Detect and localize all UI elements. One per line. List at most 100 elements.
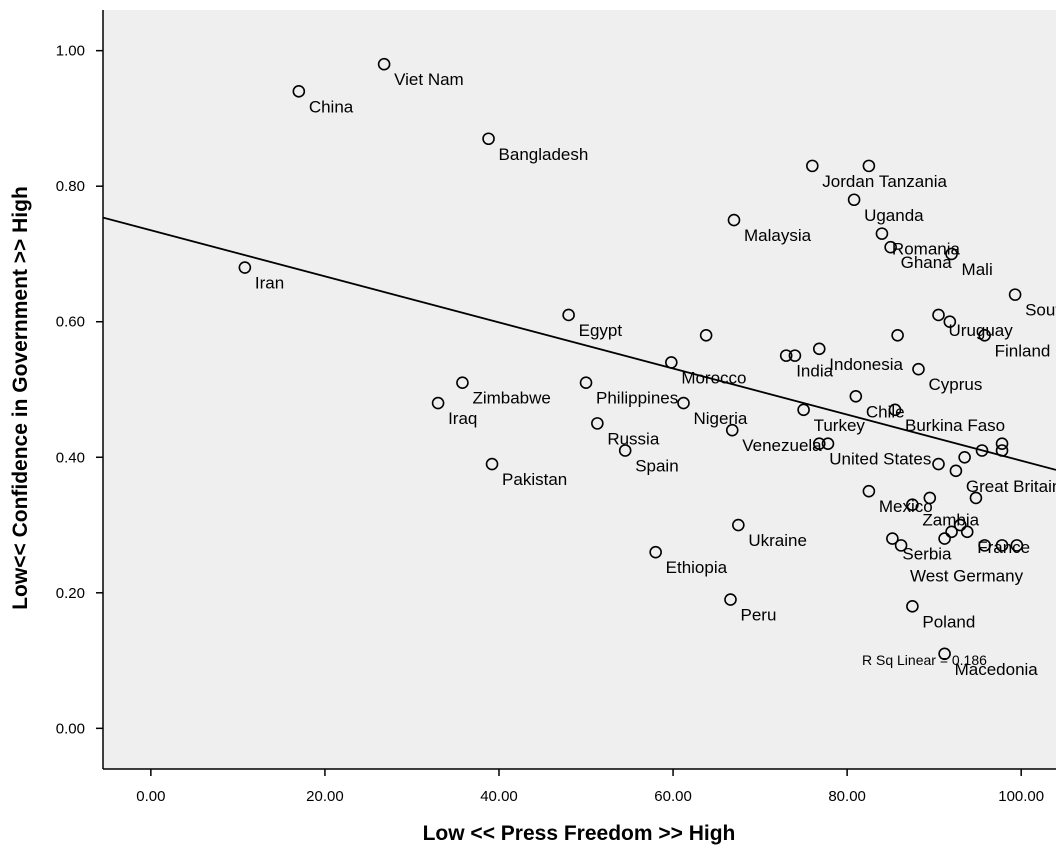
data-point: [884, 240, 897, 254]
data-point: [862, 484, 876, 498]
data-point: [699, 328, 713, 342]
point-label: Romania: [892, 240, 961, 259]
point-label: Bangladesh: [499, 145, 589, 164]
data-point: [485, 457, 499, 471]
data-point: [727, 213, 741, 227]
data-point: [912, 362, 925, 376]
y-axis-title: Low<< Confidence in Government >> High: [9, 186, 32, 610]
y-tick-label: 0.00: [56, 720, 85, 737]
data-point: [960, 525, 974, 539]
data-point: [862, 159, 876, 173]
data-point: [806, 159, 819, 173]
point-label: India: [796, 362, 833, 381]
data-point: [456, 376, 469, 390]
data-point: [945, 525, 958, 539]
point-label: Jordan: [822, 172, 874, 191]
y-tick-label: 0.60: [56, 314, 85, 331]
data-point: [938, 647, 951, 661]
point-label: Serbia: [902, 545, 952, 564]
data-point: [797, 403, 810, 417]
r-squared-label: R Sq Linear = 0.186: [862, 652, 987, 668]
x-tick-label: 20.00: [306, 788, 344, 805]
x-tick-label: 100.00: [998, 788, 1044, 805]
x-tick-label: 40.00: [480, 788, 518, 805]
data-point: [938, 532, 951, 545]
point-label: Zimbabwe: [472, 389, 550, 408]
point-label: Viet Nam: [394, 70, 464, 89]
data-point: [779, 349, 793, 362]
point-label: China: [309, 97, 354, 116]
data-point: [1010, 539, 1024, 552]
data-point: [975, 444, 989, 457]
x-tick-label: 60.00: [654, 788, 692, 805]
point-label: Chile: [866, 402, 905, 421]
data-point: [431, 396, 445, 410]
plot-area: [103, 10, 1056, 769]
data-point: [649, 545, 662, 559]
x-tick-label: 80.00: [828, 788, 866, 805]
data-point: [591, 417, 604, 430]
point-label: United States: [829, 450, 931, 469]
point-label: Peru: [741, 606, 777, 625]
data-point: [958, 450, 971, 464]
data-point: [886, 532, 899, 545]
point-label: Malaysia: [744, 226, 812, 245]
point-label: Tanzania: [879, 172, 948, 191]
data-point: [579, 376, 593, 390]
point-label: Indonesia: [829, 355, 903, 374]
data-point: [995, 437, 1009, 451]
data-point: [677, 396, 690, 410]
data-point: [891, 328, 904, 342]
data-point: [562, 308, 575, 322]
data-point: [847, 193, 861, 207]
point-label: Morocco: [681, 368, 746, 387]
annotation-label: West Germany: [910, 566, 1024, 585]
data-point: [482, 132, 495, 146]
point-label: France: [977, 538, 1030, 557]
point-label: Zambia: [922, 511, 979, 530]
x-ticks: 0.00 20.00 40.00 60.00 80.00 100.00: [136, 769, 1044, 805]
data-point: [849, 389, 863, 403]
data-point: [821, 437, 835, 451]
data-point: [995, 539, 1009, 552]
y-tick-label: 0.40: [56, 449, 85, 466]
data-point: [377, 57, 391, 71]
data-point: [724, 593, 737, 606]
point-label: Great Britain: [966, 477, 1056, 496]
point-label: Macedonia: [955, 660, 1039, 679]
data-point: [812, 342, 826, 356]
point-label: Ethiopia: [666, 558, 728, 577]
data-point: [978, 328, 991, 342]
point-label: Egypt: [579, 321, 623, 340]
point-label: Philippines: [596, 389, 678, 408]
data-point: [953, 518, 967, 532]
point-label: Pakistan: [502, 470, 567, 489]
point-label: Uruguay: [949, 321, 1014, 340]
y-tick-label: 0.20: [56, 585, 85, 602]
points-layer: [238, 57, 1024, 661]
data-point: [932, 457, 945, 471]
data-point: [906, 498, 919, 512]
data-point: [1008, 288, 1022, 301]
point-labels-layer: China Viet Nam Bangladesh Iran Jordan Tanzani…: [255, 70, 1056, 679]
point-label: Venezuela: [742, 436, 822, 455]
data-point: [725, 423, 739, 437]
data-point: [788, 349, 802, 362]
data-point: [665, 356, 678, 369]
data-point: [888, 403, 902, 417]
data-point: [923, 491, 937, 505]
point-label: Spain: [635, 456, 678, 475]
data-point: [978, 539, 991, 552]
y-ticks: 0.00 0.20 0.40 0.60 0.80 1.00: [56, 43, 103, 737]
y-tick-label: 0.80: [56, 178, 85, 195]
point-label: South Africa: [1025, 301, 1056, 320]
fit-line-layer: [103, 216, 1056, 471]
data-point: [238, 261, 252, 274]
data-point: [618, 444, 632, 457]
regression-line: [103, 216, 1056, 471]
point-label: Burkina Faso: [905, 416, 1005, 435]
data-point: [949, 464, 963, 478]
point-label: Mexico: [879, 497, 933, 516]
x-axis-title: Low << Press Freedom >> High: [423, 822, 736, 845]
